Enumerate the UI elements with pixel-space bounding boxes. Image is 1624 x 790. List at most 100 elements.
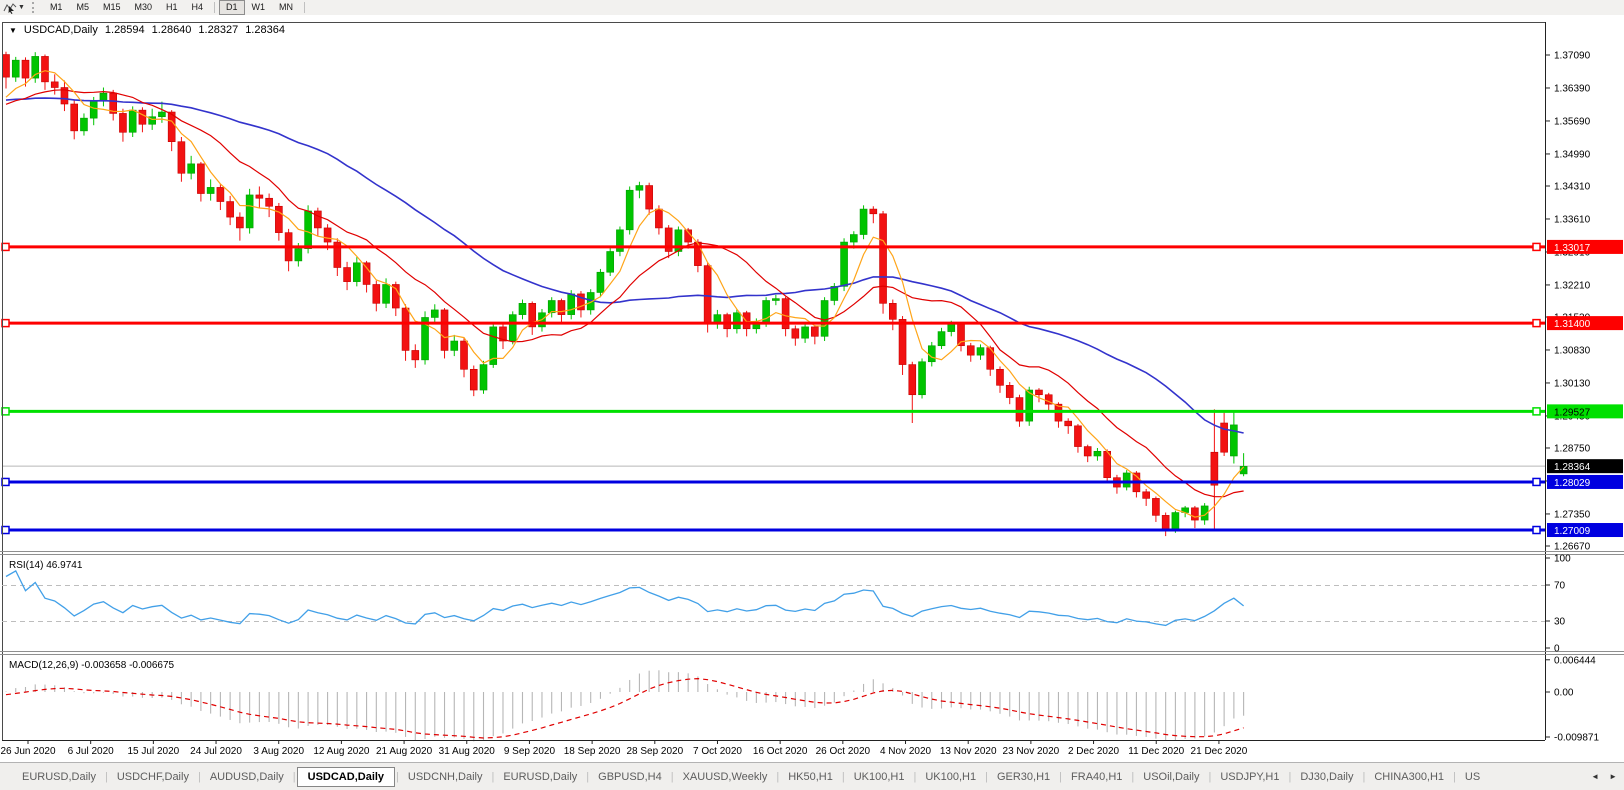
candle-body [1142,491,1150,499]
line-drag-handle[interactable] [1,318,10,328]
chart-tab-uk100-h1[interactable]: UK100,H1 [853,770,905,783]
candle-body [557,300,566,315]
chart-tab-dj30-daily[interactable]: DJ30,Daily [1300,770,1354,783]
candle-body [255,194,264,199]
candle-body [1083,446,1092,457]
time-tick-label: 12 Aug 2020 [313,746,370,757]
chart-tab-china300-h1[interactable]: CHINA300,H1 [1374,770,1445,783]
candle-body [421,317,429,361]
candle-body [1025,389,1034,422]
chart-tab-audusd-daily[interactable]: AUDUSD,Daily [209,770,284,783]
tab-scroll-right-icon[interactable]: ► [1609,772,1617,781]
tab-scroll-left-icon[interactable]: ◄ [1591,772,1600,781]
candle-body [314,210,322,229]
rsi-axis-label: 0 [1554,644,1560,655]
price-tick-label: 1.26670 [1554,541,1591,552]
chart-canvas[interactable]: 1.37090 1.36390 1.35690 1.34990 1.34310 1.336… [0,15,1624,762]
chart-tab-usdcnh-daily[interactable]: USDCNH,Daily [407,770,483,783]
ohlc-close: 1.28364 [245,24,285,36]
svg-text:1.28029: 1.28029 [1554,478,1591,489]
chart-tab-xauusd-weekly[interactable]: XAUUSD,Weekly [682,770,768,783]
symbol-dropdown-icon[interactable]: ▼ [9,25,17,35]
timeframe-button-w1[interactable]: W1 [251,2,266,12]
candle-body [80,117,88,132]
tab-separator: | [586,770,590,783]
candle-body [343,267,351,282]
time-tick-label: 31 Aug 2020 [439,746,496,757]
price-badge: 1.27009 [1547,523,1623,538]
chart-tab-usdjpy-h1[interactable]: USDJPY,H1 [1220,770,1280,783]
chart-tab-usoil-daily[interactable]: USOil,Daily [1143,770,1200,783]
dropdown-caret-icon[interactable]: ▼ [18,4,25,11]
line-drag-handle[interactable] [1532,318,1541,328]
price-tick-label: 1.34310 [1554,181,1591,192]
chart-tab-uk100-h1[interactable]: UK100,H1 [925,770,977,783]
chart-tab-hk50-h1[interactable]: HK50,H1 [788,770,833,783]
chart-tab-usdcad-daily[interactable]: USDCAD,Daily [296,766,396,787]
current-price-badge: 1.28364 [1547,459,1623,474]
candle-body [323,227,332,243]
rsi-pane: 100 70 30 0 RSI(14) 46.9741 [2,554,1571,655]
chart-tab-eurusd-daily[interactable]: EURUSD,Daily [503,770,578,783]
candle-body [918,361,926,396]
timeframe-button-h1[interactable]: H1 [166,2,178,12]
ohlc-low: 1.28327 [198,24,239,36]
candle-body [888,303,897,320]
line-drag-handle[interactable] [1,407,10,416]
timeframe-button-d1[interactable]: D1 [219,0,245,15]
time-tick-label: 15 Jul 2020 [128,746,180,757]
tab-separator: | [1288,770,1292,783]
time-tick-label: 24 Jul 2020 [190,746,242,757]
candle-body [1074,425,1082,447]
candle-body [879,213,887,304]
chart-tab-fra40-h1[interactable]: FRA40,H1 [1071,770,1123,783]
line-drag-handle[interactable] [1532,477,1541,487]
candle-body [372,284,381,304]
toolbar-grip[interactable] [31,2,37,13]
chart-tab-ger30-h1[interactable]: GER30,H1 [996,770,1051,783]
timeframe-button-m30[interactable]: M30 [134,2,152,12]
cursor-tool-icon[interactable] [2,1,18,14]
candle-body [733,312,741,330]
chart-tab-us[interactable]: US [1464,770,1481,783]
candle-body [986,347,995,370]
candle-body [830,286,839,301]
line-drag-handle[interactable] [1532,407,1541,416]
toolbar-separator [214,2,216,13]
svg-text:1.33017: 1.33017 [1554,243,1591,254]
candle-body [89,100,98,119]
candle-body [528,303,537,328]
timeframe-button-h4[interactable]: H4 [191,2,204,12]
timeframe-button-mn[interactable]: MN [279,2,294,12]
line-drag-handle[interactable] [1532,242,1541,252]
candle-body [430,309,439,318]
chart-tab-usdchf-daily[interactable]: USDCHF,Daily [116,770,189,783]
tab-separator: | [1362,770,1366,783]
candle-body [109,92,117,114]
candle-body [518,303,527,315]
chart-tab-gbpusd-h4[interactable]: GBPUSD,H4 [598,770,662,783]
svg-text:1.29527: 1.29527 [1554,407,1591,418]
time-axis[interactable]: 26 Jun 2020 6 Jul 2020 15 Jul 2020 24 Jul 2… [0,740,1545,757]
timeframe-button-m15[interactable]: M15 [102,2,121,12]
timeframe-button-m1[interactable]: M1 [49,2,63,12]
line-drag-handle[interactable] [1,477,10,487]
timeframe-button-m5[interactable]: M5 [76,2,89,12]
rsi-axis-label: 70 [1554,581,1566,592]
line-drag-handle[interactable] [1,525,10,535]
price-tick-label: 1.33610 [1554,214,1591,225]
chart-tab-eurusd-daily[interactable]: EURUSD,Daily [22,770,96,783]
line-drag-handle[interactable] [1,242,10,252]
line-drag-handle[interactable] [1532,525,1541,535]
candle-body [1044,394,1053,405]
candle-body [1200,505,1209,521]
macd-pane: 0.006444 0.00 -0.009871 MACD(12,26,9) -0.00… [5,655,1599,744]
candle-body [353,262,361,282]
time-tick-label: 26 Jun 2020 [0,746,55,757]
candle-body [11,59,20,78]
candle-body [128,109,137,133]
svg-text:1.31400: 1.31400 [1554,319,1591,330]
candle-body [99,92,108,102]
tab-separator: | [396,770,399,783]
